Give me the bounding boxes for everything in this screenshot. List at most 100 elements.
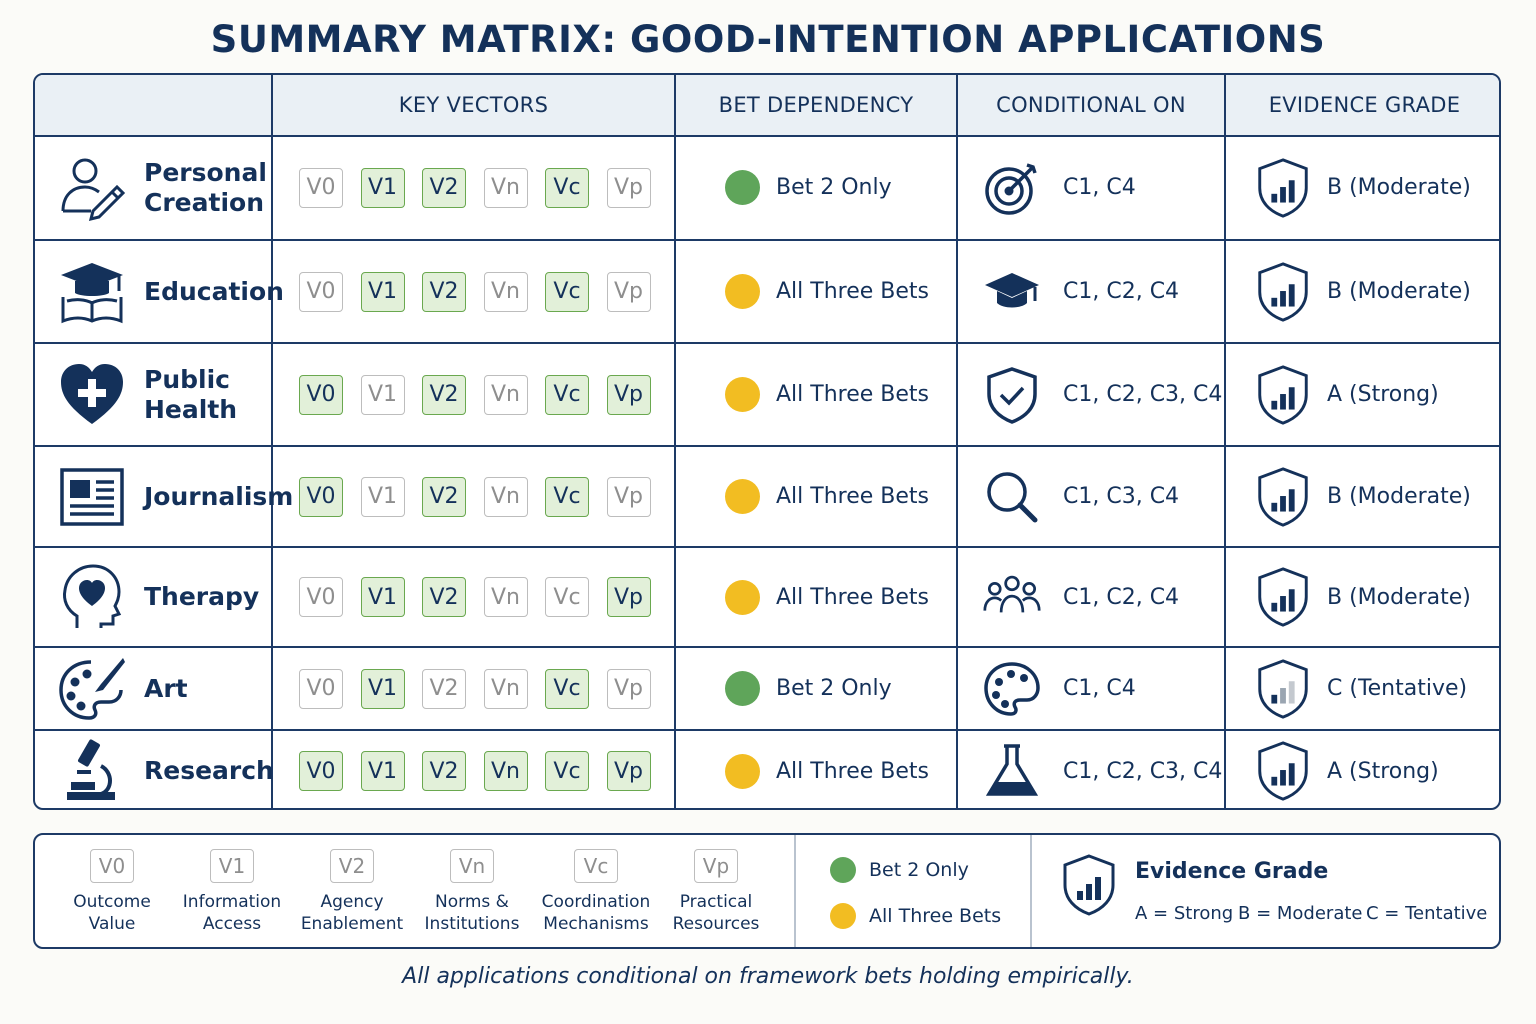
yellow-dot-icon xyxy=(725,753,760,789)
conditional-on-label: C1, C2, C4 xyxy=(1063,584,1180,610)
vector-chip-v0: V0 xyxy=(299,751,343,791)
yellow-dot-icon xyxy=(725,377,760,412)
yellow-dot-icon xyxy=(725,274,760,309)
vector-chip-v1: V1 xyxy=(360,751,405,791)
shield-chart-icon xyxy=(1061,853,1117,921)
row-divider xyxy=(35,445,1499,447)
key-vectors-cell: V0 V1 V2 Vn Vc Vp xyxy=(299,135,668,240)
key-vectors-cell: V0 V1 V2 Vn Vc Vp xyxy=(299,547,668,647)
row-divider xyxy=(35,646,1499,648)
application-name: Personal Creation xyxy=(144,158,267,218)
vector-chip-v1: V1 xyxy=(360,271,405,312)
row-divider xyxy=(35,546,1499,548)
application-cell: Therapy xyxy=(35,547,271,647)
vector-chip-vp: Vp xyxy=(606,577,651,617)
evidence-grade-cell: C (Tentative) xyxy=(1255,647,1467,730)
vector-chip-v1: V1 xyxy=(360,476,405,517)
evidence-grade-label: C (Tentative) xyxy=(1327,676,1468,701)
application-cell: Journalism xyxy=(35,446,293,547)
legend-vector-desc: Information Access xyxy=(172,891,292,935)
evidence-grade-label: B (Moderate) xyxy=(1327,175,1471,200)
shield-check-icon xyxy=(983,366,1041,424)
legend-vector-desc: Agency Enablement xyxy=(292,891,412,935)
column-divider xyxy=(271,75,273,808)
legend-vector-desc: Norms & Institutions xyxy=(412,891,532,935)
bet-dependency-label: All Three Bets xyxy=(776,382,929,407)
application-name-line: Creation xyxy=(144,187,264,217)
vector-chip-v2: V2 xyxy=(422,668,466,709)
vector-chip-vc: Vc xyxy=(545,167,589,208)
column-divider xyxy=(674,75,676,808)
evidence-grade-label: B (Moderate) xyxy=(1327,484,1471,509)
evidence-grade-cell: A (Strong) xyxy=(1255,730,1439,808)
bet-dependency-cell: Bet 2 Only xyxy=(725,647,892,730)
evidence-grade-label: B (Moderate) xyxy=(1327,584,1471,610)
bet-dependency-cell: All Three Bets xyxy=(725,240,929,343)
vector-chip-vc: Vc xyxy=(545,476,589,517)
legend: V0 Outcome Value V1 Information Access V2 Agenc… xyxy=(33,833,1501,949)
legend-vector-desc-line: Access xyxy=(202,914,262,934)
shield-chart-icon xyxy=(1255,364,1311,426)
legend-vector-desc-line: Mechanisms xyxy=(543,914,649,934)
application-name-line: Therapy xyxy=(144,582,260,611)
vector-chip-vc: Vc xyxy=(545,577,589,617)
legend-bet-item: Bet 2 Only xyxy=(830,857,969,883)
conditional-on-cell: C1, C4 xyxy=(983,647,1136,730)
legend-bet-label: All Three Bets xyxy=(869,905,1002,927)
bet-dependency-label: All Three Bets xyxy=(776,584,929,610)
legend-vector-desc: Practical Resources xyxy=(656,891,776,935)
vector-chip-v2: V2 xyxy=(422,271,466,312)
vector-chip-v0: V0 xyxy=(299,167,343,208)
vector-chip-vn: Vn xyxy=(483,167,528,208)
vector-chip-vp: Vp xyxy=(606,751,651,791)
table-row: Public Health V0 V1 V2 Vn Vc Vp All Three Bets C1… xyxy=(35,343,1499,446)
yellow-dot-icon xyxy=(725,479,760,514)
table-row: Education V0 V1 V2 Vn Vc Vp All Three Bets C1, C… xyxy=(35,240,1499,343)
legend-vector-item: V1 Information Access xyxy=(172,849,292,935)
bet-dependency-label: Bet 2 Only xyxy=(776,676,892,701)
application-name-line: Health xyxy=(144,394,238,424)
vector-chip-v1: V1 xyxy=(360,668,405,709)
legend-vector-desc-line: Value xyxy=(88,914,136,934)
legend-vector-item: Vp Practical Resources xyxy=(656,849,776,935)
legend-vector-chip: Vp xyxy=(694,849,738,883)
evidence-grade-cell: B (Moderate) xyxy=(1255,240,1471,343)
vector-chip-v0: V0 xyxy=(299,476,343,517)
vector-chip-vc: Vc xyxy=(545,751,589,791)
vector-chip-vn: Vn xyxy=(483,374,528,415)
shield-chart-icon xyxy=(1255,261,1311,323)
application-cell: Art xyxy=(35,647,271,730)
application-name: Education xyxy=(144,277,284,307)
key-vectors-cell: V0 V1 V2 Vn Vc Vp xyxy=(299,343,668,446)
vector-chip-v2: V2 xyxy=(422,577,466,617)
application-name: Public Health xyxy=(144,365,237,425)
shield-chart-icon xyxy=(1255,157,1311,219)
vector-chip-vn: Vn xyxy=(483,271,528,312)
target-icon xyxy=(983,159,1041,217)
graduation-cap-icon xyxy=(983,263,1041,321)
green-dot-icon xyxy=(725,170,760,205)
legend-vector-item: V2 Agency Enablement xyxy=(292,849,412,935)
table-row: Research V0 V1 V2 Vn Vc Vp All Three Bets C1, C2… xyxy=(35,730,1499,808)
legend-evidence-key: B = Moderate xyxy=(1238,903,1363,924)
application-cell: Public Health xyxy=(35,343,271,446)
header-key-vectors: KEY VECTORS xyxy=(398,93,549,117)
legend-evidence-key: C = Tentative xyxy=(1366,903,1488,924)
shield-chart-icon xyxy=(1255,740,1311,802)
legend-vector-desc-line: Coordination xyxy=(541,892,651,912)
evidence-grade-label: A (Strong) xyxy=(1327,758,1439,784)
vector-chip-vp: Vp xyxy=(606,374,651,415)
application-name-line: Education xyxy=(144,276,284,306)
header-bet-dependency: BET DEPENDENCY xyxy=(718,93,914,117)
conditional-on-cell: C1, C2, C4 xyxy=(983,240,1179,343)
legend-vector-desc-line: Resources xyxy=(672,914,760,934)
magnifier-icon xyxy=(983,468,1041,526)
conditional-on-label: C1, C2, C3, C4 xyxy=(1063,382,1223,407)
vector-chip-vn: Vn xyxy=(483,577,528,617)
key-vectors-cell: V0 V1 V2 Vn Vc Vp xyxy=(299,446,668,547)
legend-vector-desc-line: Practical xyxy=(679,892,753,912)
conditional-on-cell: C1, C2, C3, C4 xyxy=(983,730,1222,808)
application-name: Research xyxy=(144,756,274,786)
person-pen-icon xyxy=(57,153,127,223)
legend-vector-item: V0 Outcome Value xyxy=(52,849,172,935)
